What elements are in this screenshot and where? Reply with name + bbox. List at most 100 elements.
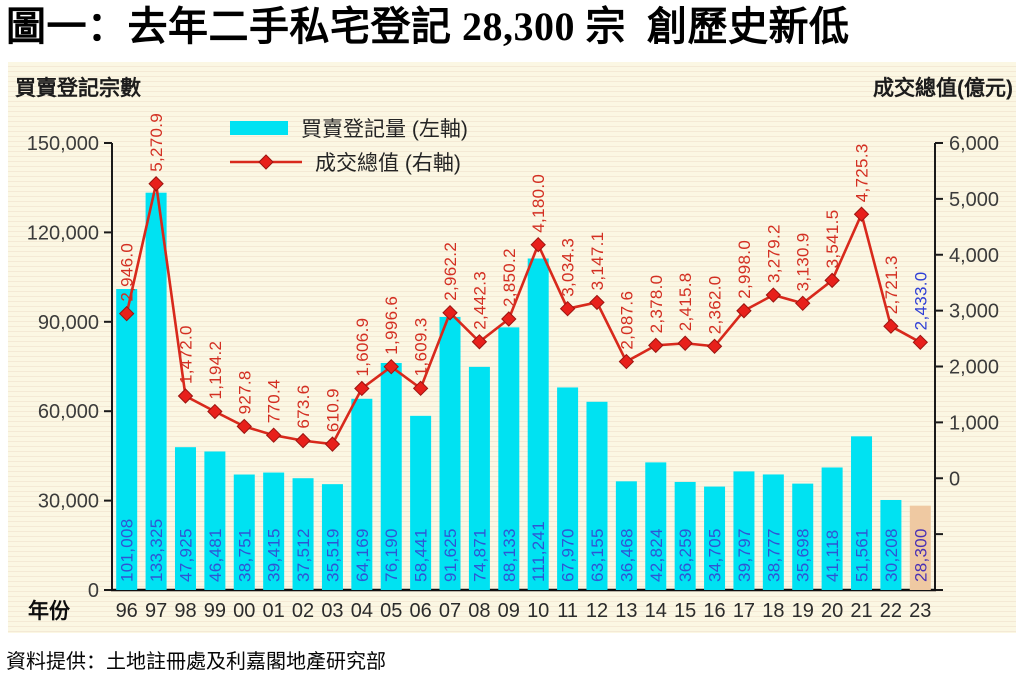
diamond-marker [442,305,458,321]
line-value-label: 1,194.2 [206,341,225,400]
bar-value-label: 35,698 [794,528,813,582]
right-axis-tick-label: 6,000 [949,133,999,155]
diamond-marker [853,206,870,222]
bar-05 [380,362,402,590]
x-tick-label: 19 [792,600,814,622]
legend-diamond [258,153,274,170]
line-marker-icon [230,153,302,170]
right-axis-title: 成交總值(億元) [873,77,1013,100]
diamond-marker [736,303,752,319]
bar-value-label: 63,155 [588,528,607,582]
x-tick-label: 02 [292,600,314,622]
line-value-label: 5,270.9 [147,113,166,172]
x-tick-label: 05 [380,600,402,622]
bar-value-label: 133,325 [147,518,166,582]
x-axis-title: 年份 [28,600,70,623]
line-value-label: 770.4 [265,379,284,423]
line-value-label: 2,946.0 [118,243,137,302]
x-tick-label: 01 [263,600,285,622]
bar-value-label: 111,241 [529,521,548,582]
bar-value-label: 46,481 [206,528,225,582]
bar-98 [174,447,196,590]
diamond-marker [677,335,693,351]
bar-value-label: 35,519 [323,528,342,582]
bar-99 [204,451,226,590]
x-tick-label: 12 [586,600,608,622]
bar-value-label: 36,259 [676,528,695,582]
bar-97 [145,192,167,590]
line-value-label: 2,721.3 [882,255,901,314]
x-tick-label: 15 [674,600,696,622]
line-value-label: 673.6 [294,385,313,429]
bar-value-label: 64,169 [353,528,372,582]
bar-20 [821,467,843,590]
line-value-label: 2,087.6 [617,291,636,350]
bar-value-label: 38,777 [764,528,783,582]
left-axis-title: 買賣登記宗數 [15,77,141,100]
bar-00 [233,474,255,590]
legend-item-line: 成交總值 (右軸) [230,148,468,175]
line-value-label: 4,725.3 [853,143,872,202]
diamond-marker [412,380,429,397]
bar-04 [351,398,373,590]
bar-13 [615,481,637,590]
bar-12 [586,401,608,590]
diamond-marker [118,305,135,322]
bar-value-label: 67,970 [559,528,578,582]
diamond-marker [501,311,517,327]
bar-07 [439,316,461,590]
bar-18 [762,474,784,590]
bar-01 [263,472,285,590]
line-value-label: 3,034.3 [559,238,578,297]
legend-line-label: 成交總值 (右軸) [315,151,461,175]
bar-value-label: 42,824 [647,528,666,582]
diamond-marker [471,334,488,350]
bar-value-label: 28,300 [911,528,930,582]
chart-panel: 買賣登記宗數 成交總值(億元) 0 30,000 60,000 90,000 120,0… [8,62,1016,633]
x-tick-label: 21 [850,600,872,622]
value-line [125,183,921,446]
line-value-label: 927.8 [235,370,254,414]
line-value-label: 3,147.1 [588,232,607,291]
x-tick-label: 96 [116,600,138,622]
legend-item-bars: 買賣登記量 (左軸) [230,114,468,141]
bar-06 [410,415,432,590]
line-value-label: 2,962.2 [441,242,460,301]
x-tick-label: 22 [880,600,902,622]
line-value-label: 1,609.3 [412,318,431,377]
diamond-marker [648,337,664,354]
left-axis-tick-label: 120,000 [27,222,99,244]
line-value-label: 1,472.0 [176,325,195,384]
x-tick-label: 14 [645,600,667,622]
x-tick-label: 10 [527,600,549,622]
combo-chart: 0 30,000 60,000 90,000 120,000 150,000 0 1,000 2… [27,113,999,622]
diamond-marker [295,432,311,449]
right-axis-tick-label: 4,000 [949,245,999,267]
line-value-label: 2,442.3 [470,271,489,330]
diamond-marker [706,338,723,354]
bar-value-label: 39,415 [265,528,284,582]
diamond-marker [824,272,840,289]
x-tick-label: 06 [410,600,432,622]
right-axis-tick-label: 2,000 [949,357,999,379]
diamond-marker [912,334,929,351]
bar-10 [527,258,549,590]
right-axis-tick-label: 3,000 [949,301,999,323]
x-tick-label: 16 [703,600,725,622]
bar-value-label: 88,133 [500,528,519,582]
bar-value-label: 76,190 [382,528,401,582]
bar-17 [733,471,755,590]
diamond-marker [177,388,194,404]
bar-value-label: 36,468 [617,528,636,582]
line-value-label: 2,362.0 [706,275,725,334]
line-value-label: 1,606.9 [353,318,372,377]
diamond-marker [354,380,370,397]
bar-19 [792,483,814,590]
diamond-marker [530,236,546,253]
bar-96 [116,288,138,590]
line-value-label: 610.9 [323,388,342,432]
bar-value-label: 30,208 [882,528,901,582]
line-value-label: 2,415.8 [676,272,695,331]
line-value-label: 3,130.9 [794,232,813,291]
bar-02 [292,478,314,590]
